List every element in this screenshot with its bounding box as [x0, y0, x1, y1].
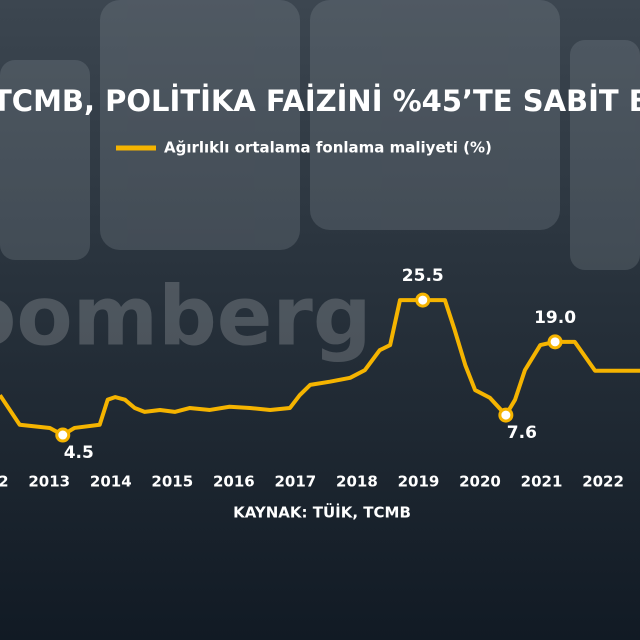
annotation-marker — [55, 427, 71, 443]
annotation-marker — [547, 334, 563, 350]
source: KAYNAK: TÜİK, TCMB — [233, 503, 411, 522]
legend-label: Ağırlıklı ortalama fonlama maliyeti (%) — [164, 139, 492, 157]
x-tick-label: 2022 — [582, 473, 624, 491]
x-tick-label: 2012 — [0, 473, 9, 491]
x-tick-label: 2019 — [398, 473, 440, 491]
annotation-label: 19.0 — [534, 308, 576, 328]
coin-stacks — [0, 0, 640, 270]
x-tick-label: 2016 — [213, 473, 255, 491]
x-tick-label: 2015 — [151, 473, 193, 491]
annotation-label: 4.5 — [64, 443, 94, 463]
annotation-marker — [415, 292, 431, 308]
x-tick-label: 2013 — [28, 473, 70, 491]
watermark: oomberg — [0, 269, 372, 364]
annotation-label: 7.6 — [507, 423, 537, 443]
x-tick-label: 2020 — [459, 473, 501, 491]
annotation-label: 25.5 — [402, 266, 444, 286]
line — [0, 298, 640, 438]
x-tick-label: 2021 — [521, 473, 563, 491]
x-tick-label: 2014 — [90, 473, 132, 491]
annotation-marker — [498, 407, 514, 423]
chart-title: TCMB, POLİTİKA FAİZİNİ %45’TE SABİT BIRA… — [0, 84, 640, 118]
x-tick-label: 2017 — [275, 473, 317, 491]
x-tick-label: 2018 — [336, 473, 378, 491]
